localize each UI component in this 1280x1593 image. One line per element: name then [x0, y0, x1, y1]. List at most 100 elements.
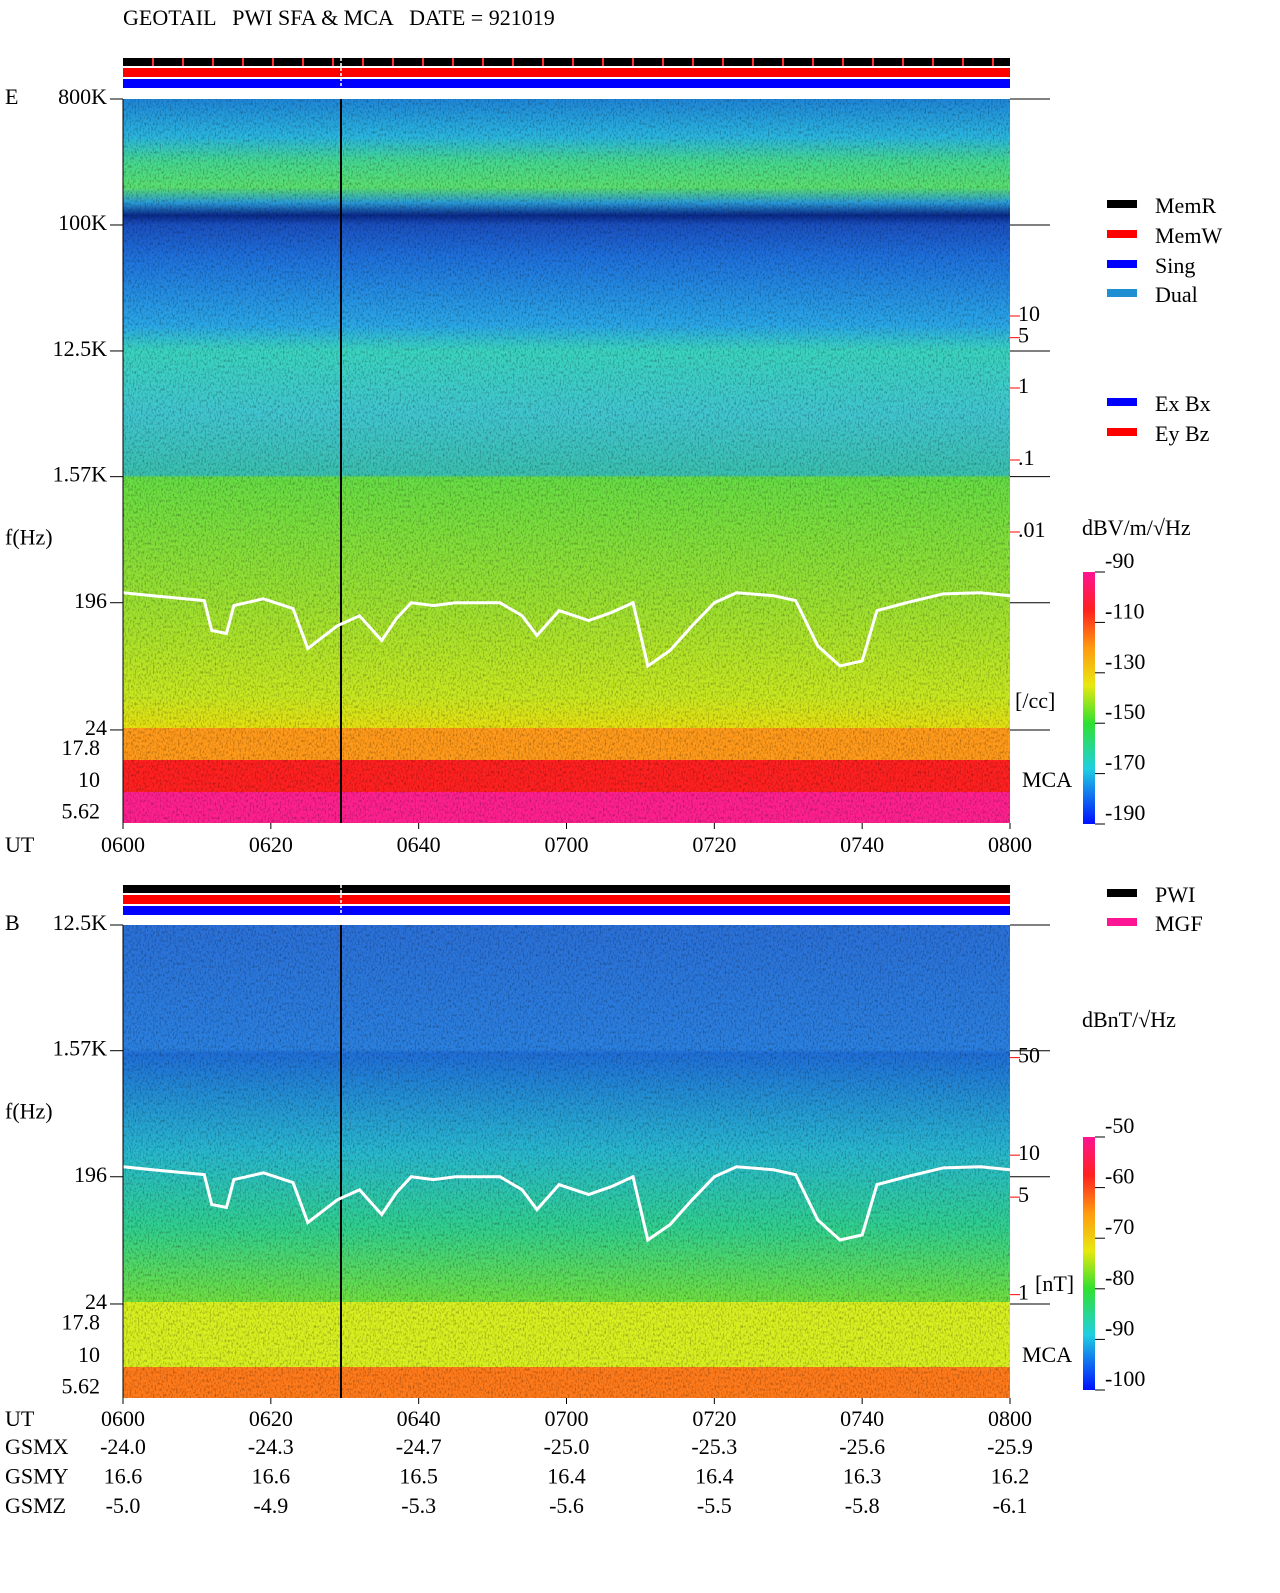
status-bar [123, 58, 1010, 66]
status-bar [123, 885, 1010, 893]
orbit-value: -24.0 [100, 1434, 146, 1459]
legend-swatch [1107, 889, 1137, 897]
colorbar-tick-label: -70 [1105, 1214, 1134, 1239]
x-tick-label: 0720 [692, 1406, 736, 1431]
x-tick-label: 0720 [692, 832, 736, 857]
x-tick-label: 0800 [988, 1406, 1032, 1431]
side-tick-label: 50 [1018, 1043, 1040, 1068]
side-tick-label: .01 [1018, 517, 1046, 542]
legend-swatch [1107, 428, 1137, 436]
side-tick-label: 1 [1018, 1280, 1029, 1305]
y-tick-label: 24 [85, 715, 107, 740]
status-bar [123, 895, 1010, 904]
orbit-value: -5.5 [697, 1493, 732, 1518]
y-tick-label: 12.5K [53, 910, 108, 935]
colorbar [1083, 1137, 1095, 1390]
x-tick-label: 0700 [545, 1406, 589, 1431]
orbit-value: -24.7 [396, 1434, 442, 1459]
side-tick-label: 10 [1018, 301, 1040, 326]
x-tick-label: 0640 [397, 832, 441, 857]
colorbar-tick-label: -90 [1105, 548, 1134, 573]
side-unit-label: [/cc] [1015, 688, 1055, 713]
y-axis-label: f(Hz) [5, 525, 53, 550]
x-tick-label: 0600 [101, 832, 145, 857]
legend-label: MemR [1155, 193, 1216, 218]
y-tick-label: 1.57K [53, 1036, 108, 1061]
status-bar [123, 68, 1010, 77]
colorbar-label: dBV/m/√Hz [1082, 515, 1191, 540]
x-tick-label: 0740 [840, 832, 884, 857]
legend-label: Ex Bx [1155, 391, 1211, 416]
colorbar-tick-label: -90 [1105, 1315, 1134, 1340]
orbit-value: -25.0 [544, 1434, 590, 1459]
mca-channel-label: 5.62 [62, 799, 101, 824]
y-tick-label: 100K [58, 210, 107, 235]
colorbar [1083, 572, 1095, 824]
orbit-value: -5.3 [401, 1493, 436, 1518]
x-tick-label: 0640 [397, 1406, 441, 1431]
orbit-value: -5.8 [845, 1493, 880, 1518]
colorbar-tick-label: -60 [1105, 1164, 1134, 1189]
side-tick-label: 1 [1018, 373, 1029, 398]
y-tick-label: 196 [74, 588, 107, 613]
panel-label: B [5, 910, 20, 935]
orbit-value: -6.1 [993, 1493, 1028, 1518]
orbit-value: -4.9 [253, 1493, 288, 1518]
orbit-value: -24.3 [248, 1434, 294, 1459]
legend-label: Ey Bz [1155, 421, 1210, 446]
x-tick-label: 0800 [988, 832, 1032, 857]
cyclotron-trace [122, 1165, 1011, 1243]
colorbar-tick-label: -190 [1105, 800, 1145, 825]
side-unit-label: [nT] [1035, 1271, 1074, 1296]
legend-swatch [1107, 200, 1137, 208]
y-tick-label: 24 [85, 1289, 107, 1314]
orbit-value: -25.3 [691, 1434, 737, 1459]
y-tick-label: 12.5K [53, 336, 108, 361]
orbit-value: 16.6 [104, 1464, 143, 1489]
orbit-value: 16.4 [547, 1464, 586, 1489]
title: GEOTAIL PWI SFA & MCA DATE = 921019 [123, 5, 555, 30]
x-tick-label: 0740 [840, 1406, 884, 1431]
orbit-value: 16.2 [991, 1464, 1030, 1489]
legend-swatch [1107, 918, 1137, 926]
colorbar-tick-label: -80 [1105, 1265, 1134, 1290]
y-axis-label: f(Hz) [5, 1099, 53, 1124]
x-tick-label: 0600 [101, 1406, 145, 1431]
orbit-value: -5.0 [106, 1493, 141, 1518]
x-tick-label: 0700 [545, 832, 589, 857]
orbit-value: -25.6 [839, 1434, 885, 1459]
x-tick-label: 0620 [249, 832, 293, 857]
orbit-value: 16.6 [252, 1464, 291, 1489]
orbit-value: 16.4 [695, 1464, 734, 1489]
mca-channel-label: 17.8 [62, 735, 101, 760]
colorbar-tick-label: -130 [1105, 649, 1145, 674]
orbit-value: -25.9 [987, 1434, 1033, 1459]
orbit-label: GSMX [5, 1434, 69, 1459]
status-bar [123, 906, 1010, 915]
colorbar-tick-label: -110 [1105, 598, 1145, 623]
spectrogram-texture [123, 925, 1010, 1398]
colorbar-label: dBnT/√Hz [1082, 1007, 1176, 1032]
legend-label: MGF [1155, 911, 1203, 936]
mca-label: MCA [1022, 767, 1072, 792]
y-tick-label: 196 [74, 1162, 107, 1187]
legend-label: Sing [1155, 253, 1195, 278]
status-bar [123, 79, 1010, 88]
mca-channel-label: 5.62 [62, 1374, 101, 1399]
side-tick-label: .1 [1018, 445, 1035, 470]
legend-swatch [1107, 398, 1137, 406]
spectrogram-texture [123, 99, 1010, 823]
y-tick-label: 800K [58, 84, 107, 109]
legend-label: PWI [1155, 882, 1195, 907]
orbit-label: GSMY [5, 1464, 69, 1489]
orbit-label: GSMZ [5, 1493, 66, 1518]
cyclotron-trace [122, 591, 1011, 669]
mca-channel-label: 10 [78, 767, 100, 792]
mca-channel-label: 10 [78, 1342, 100, 1367]
side-tick-label: 5 [1018, 1182, 1029, 1207]
panel-label: E [5, 84, 18, 109]
colorbar-tick-label: -100 [1105, 1366, 1145, 1391]
legend-swatch [1107, 289, 1137, 297]
side-tick-label: 5 [1018, 323, 1029, 348]
orbit-value: 16.3 [843, 1464, 882, 1489]
